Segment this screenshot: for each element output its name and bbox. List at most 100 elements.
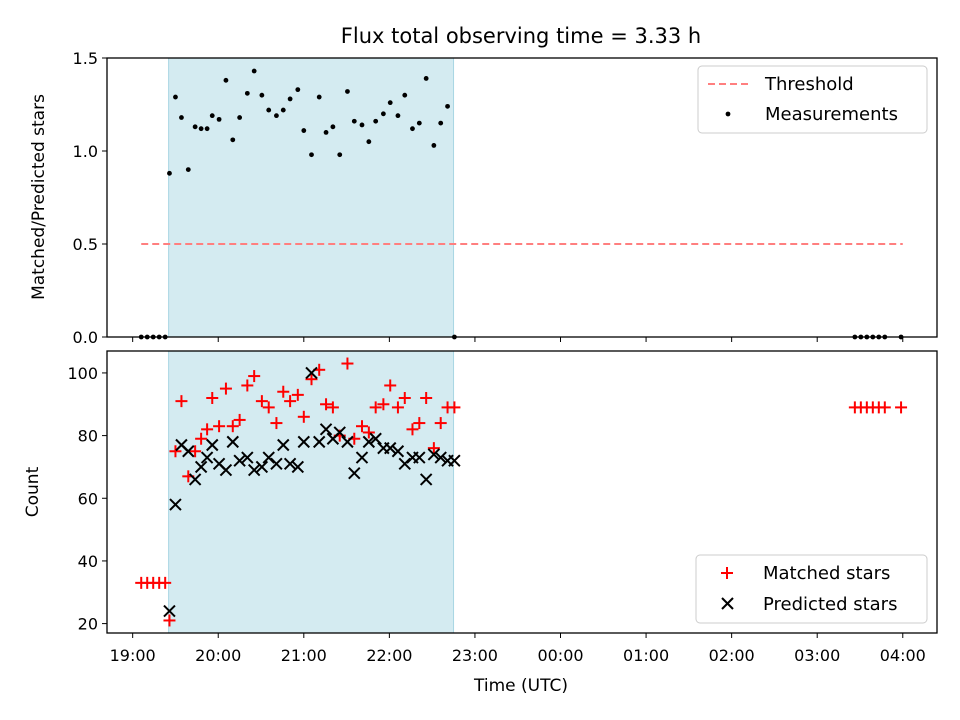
measurement-point	[185, 167, 191, 173]
top-panel: 0.0 0.5 1.0 1.5 Matched/Predicted stars Thr…	[29, 49, 938, 347]
predicted-star-marker	[305, 366, 318, 380]
matched-star-marker	[201, 423, 214, 436]
predicted-star-marker	[419, 473, 433, 486]
predicted-star-marker	[233, 454, 246, 467]
measurement-point	[259, 92, 265, 98]
bottom-x-tick-label: 20:00	[195, 646, 241, 665]
predicted-star-stroke-b	[194, 460, 208, 474]
measurement-point	[216, 116, 222, 122]
predicted-star-stroke-b	[398, 457, 411, 471]
measurement-point	[323, 130, 329, 135]
bottom-y-axis-label: Count	[23, 466, 43, 517]
predicted-star-stroke-b	[419, 473, 433, 486]
matched-star-marker	[270, 417, 283, 430]
legend-predicted-label: Predicted stars	[763, 594, 897, 615]
predicted-star-marker	[163, 604, 176, 618]
predicted-star-marker	[391, 445, 405, 458]
legend-measurements-label: Measurements	[765, 104, 898, 125]
measurement-point	[280, 107, 286, 113]
predicted-star-marker	[169, 498, 182, 511]
bottom-y-tick-label: 100	[67, 364, 98, 383]
predicted-star-stroke-b	[283, 457, 297, 471]
matched-star-marker	[248, 370, 261, 383]
predicted-star-stroke-b	[241, 451, 254, 464]
matched-star-marker	[226, 420, 239, 433]
matched-star-marker	[362, 426, 375, 439]
predicted-star-marker	[200, 451, 214, 464]
measurement-point	[209, 113, 215, 119]
top-legend-box	[697, 65, 928, 134]
measurement-point	[351, 118, 357, 124]
predicted-star-stroke-b	[206, 438, 219, 452]
predicted-star-stroke-b	[169, 498, 182, 511]
measurement-point	[251, 68, 257, 74]
predicted-star-stroke-b	[297, 435, 311, 449]
bottom-x-tick-label: 19:00	[110, 646, 156, 665]
matched-stars-layer	[135, 357, 908, 627]
predicted-star-stroke-b	[305, 366, 318, 380]
measurement-point	[192, 124, 198, 130]
matched-star-marker	[241, 379, 254, 392]
bottom-x-tick-label: 23:00	[452, 646, 498, 665]
matched-star-marker	[159, 576, 172, 589]
predicted-star-marker	[384, 441, 397, 455]
measurement-point	[223, 77, 229, 83]
predicted-star-marker	[283, 457, 297, 471]
predicted-star-marker	[341, 435, 354, 449]
predicted-star-stroke-b	[413, 451, 426, 464]
measurement-point	[445, 103, 450, 109]
predicted-star-stroke-b	[362, 435, 376, 449]
predicted-star-marker	[219, 463, 233, 477]
matched-star-marker	[169, 445, 182, 458]
predicted-star-marker	[297, 435, 311, 449]
matched-star-marker	[398, 392, 411, 404]
matched-star-marker	[195, 432, 208, 445]
measurement-point	[438, 120, 444, 126]
predicted-star-stroke-b	[341, 435, 354, 449]
predicted-star-stroke-b	[427, 448, 441, 461]
bottom-x-tick-label: 02:00	[709, 646, 755, 665]
measurement-point	[337, 152, 343, 158]
predicted-star-marker	[247, 463, 261, 477]
predicted-star-stroke-b	[369, 432, 382, 445]
bottom-x-tick-label: 21:00	[281, 646, 327, 665]
bottom-y-tick-label: 80	[78, 427, 98, 446]
predicted-star-marker	[262, 451, 275, 464]
top-legend: Threshold Measurements	[697, 65, 928, 134]
legend-threshold-label: Threshold	[764, 74, 854, 95]
measurement-point	[198, 126, 204, 132]
predicted-star-stroke-b	[391, 445, 405, 458]
predicted-star-marker	[348, 466, 361, 480]
top-y-axis-label: Matched/Predicted stars	[29, 94, 49, 300]
measurement-point	[366, 139, 372, 145]
top-y-tick-label: 0.5	[73, 235, 98, 254]
predicted-star-stroke-b	[219, 463, 233, 477]
predicted-star-marker	[448, 454, 461, 467]
matched-star-marker	[175, 395, 188, 408]
top-y-tick-label: 1.5	[73, 49, 98, 68]
measurement-point	[410, 126, 415, 132]
measurement-point	[274, 113, 279, 119]
bottom-y-ticks: 20 40 60 80 100	[67, 364, 107, 634]
predicted-star-stroke-b	[182, 445, 195, 458]
predicted-star-marker	[369, 432, 382, 445]
measurement-point	[387, 100, 393, 106]
measurement-point	[423, 76, 429, 81]
measurement-point	[266, 107, 272, 113]
matched-star-marker	[369, 401, 382, 414]
predicted-star-stroke-b	[291, 460, 305, 474]
predicted-star-marker	[398, 457, 411, 471]
predicted-star-stroke-b	[355, 451, 369, 464]
predicted-star-marker	[413, 451, 426, 464]
predicted-star-marker	[277, 438, 290, 452]
bottom-x-tick-label: 01:00	[623, 646, 669, 665]
predicted-star-stroke-b	[247, 463, 261, 477]
legend-measurements-swatch	[725, 111, 731, 117]
measurement-point	[237, 115, 243, 120]
predicted-star-marker	[355, 451, 369, 464]
matched-star-marker	[277, 385, 290, 398]
predicted-star-stroke-b	[434, 451, 447, 464]
predicted-star-stroke-b	[255, 460, 269, 474]
matched-star-marker	[213, 420, 226, 433]
